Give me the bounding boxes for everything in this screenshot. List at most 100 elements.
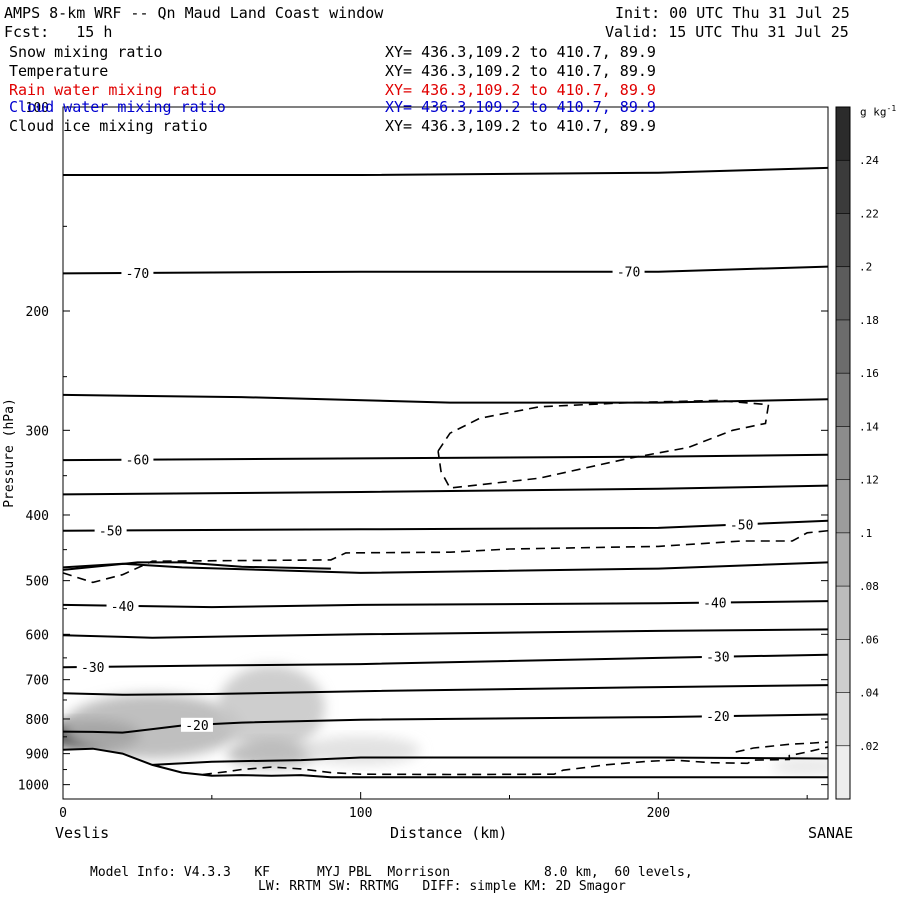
cloud-ice-contour-3 [735,741,828,753]
snow-blob-4 [301,735,421,765]
legend-name-snow: Snow mixing ratio [9,43,163,61]
y-tick-label-200: 200 [26,305,49,320]
isotherm-labels: -70 -70 -60 -50 -50 -40 -40 -30 -30 -20 -20 [76,264,758,734]
x-end-label-right: SANAE [808,824,854,842]
isotherm-label-3-0: -60 [126,454,149,469]
isotherm-label-1-0: -70 [126,267,149,282]
isotherm-label-bg-1-0 [121,265,154,280]
y-tick-label-300: 300 [26,424,49,439]
isotherm-label-bg-10-0 [76,659,109,674]
snow-mixing-ratio-shading [63,665,828,799]
colorbar-tick-label-5: .12 [859,474,879,487]
colorbar-segment-8 [836,319,850,374]
isotherm-label-bg-8-0 [106,598,139,613]
colorbar-segment-12 [836,107,850,161]
colorbar-segment-1 [836,692,850,747]
model-info-line2: LW: RRTM SW: RRTMG DIFF: simple KM: 2D S… [258,879,626,894]
isotherm-label-bg-3-0 [121,452,154,467]
isotherm-label-5-0: -50 [99,525,122,540]
legend-name-cloud-ice: Cloud ice mixing ratio [9,117,208,135]
snow-blob-1 [63,693,242,759]
isotherm-line-0 [63,166,828,176]
cloud-ice-contours [63,399,828,776]
isotherm-label-bg-1-1 [612,264,645,279]
isotherm-label-12-1: -20 [706,710,729,725]
colorbar-segment-0 [836,745,850,800]
colorbar-tick-label-11: .24 [859,154,879,167]
init-time: Init: 00 UTC Thu 31 Jul 25 [615,4,850,22]
legend-xy-cloud-ice: XY= 436.3,109.2 to 410.7, 89.9 [385,117,656,135]
y-tick-label-500: 500 [26,575,49,590]
colorbar-segment-6 [836,426,850,481]
y-tick-label-800: 800 [26,713,49,728]
isotherm-label-8-0: -40 [111,600,134,615]
colorbar-tick-label-7: .16 [859,367,879,380]
x-tick-label-200: 200 [647,806,670,821]
colorbar-tick-label-9: .2 [859,261,872,274]
x-axis-title: Distance (km) [390,824,508,842]
colorbar-segment-4 [836,532,850,587]
colorbar-tick-label-8: .18 [859,314,879,327]
chart-title: AMPS 8-km WRF -- Qn Maud Land Coast wind… [4,4,384,22]
isotherm-label-12-0: -20 [185,719,208,734]
isotherm-line-2 [63,393,828,404]
colorbar-segment-3 [836,586,850,640]
y-tick-label-100: 100 [26,101,49,116]
colorbar-frame [835,106,851,800]
isotherm-line-1 [63,265,828,275]
isotherm-label-bg-12-0 [180,717,213,732]
legend-name-temperature: Temperature [9,62,109,80]
cloud-ice-contour-0 [437,399,770,489]
isotherm-label-bg-8-1 [698,595,731,610]
x-end-label-left: Veslis [55,824,110,842]
isotherm-line-4 [63,484,828,496]
colorbar-tick-label-6: .14 [859,420,879,433]
y-tick-label-400: 400 [26,509,49,524]
colorbar-tick-label-10: .22 [859,207,879,220]
colorbar-tick-label-2: .06 [859,633,879,646]
colorbar-segment-2 [836,639,850,694]
isotherm-label-bg-10-1 [701,649,734,664]
temperature-isotherms [63,166,828,779]
isotherm-line-7 [63,561,331,571]
colorbar-segment-7 [836,373,850,427]
colorbar-segment-5 [836,479,850,534]
colorbar: .02 .04 .06 .08 .1 .12 .14 .16 .18 .2 .22 .24 [835,106,879,800]
isotherm-line-11 [63,684,828,696]
isotherm-label-1-1: -70 [617,266,640,281]
isotherm-line-13 [152,756,828,766]
isotherm-label-10-0: -30 [81,661,104,676]
y-tick-label-600: 600 [26,628,49,643]
y-tick-label-1000: 1000 [18,779,49,794]
colorbar-tick-label-3: .08 [859,580,879,593]
cloud-ice-contour-1 [63,529,828,584]
colorbar-tick-label-1: .04 [859,687,879,700]
legend-xy-rain: XY= 436.3,109.2 to 410.7, 89.9 [385,81,656,99]
isotherm-line-6 [63,561,828,574]
isotherm-line-9 [63,628,828,639]
isotherm-label-bg-12-1 [701,709,734,724]
valid-time: Valid: 15 UTC Thu 31 Jul 25 [605,23,849,41]
colorbar-segment-10 [836,213,850,268]
colorbar-segment-11 [836,160,850,214]
isotherm-line-5 [63,519,828,532]
legend-xy-temperature: XY= 436.3,109.2 to 410.7, 89.9 [385,62,656,80]
isotherm-label-10-1: -30 [706,651,729,666]
terrain-mask [63,748,828,799]
isotherm-label-bg-5-1 [725,517,758,532]
y-tick-label-900: 900 [26,748,49,763]
colorbar-unit: g kg-1 [860,104,897,119]
forecast-hour: Fcst: 15 h [4,23,113,41]
snow-blob-3 [226,739,317,768]
axes: 100 200 300 400 500 600 700 800 900 1000 0 100 200 [18,101,829,821]
x-tick-label-0: 0 [59,806,67,821]
colorbar-segment-9 [836,266,850,321]
isotherm-label-5-1: -50 [730,518,753,533]
legend-xy-cloud-water: XY= 436.3,109.2 to 410.7, 89.9 [385,98,656,116]
cloud-ice-contour-2 [202,746,828,776]
isotherm-label-8-1: -40 [703,597,726,612]
colorbar-tick-label-0: .02 [859,740,879,753]
snow-blob-5 [771,757,828,776]
legend-name-cloud-water: Cloud water mixing ratio [9,98,226,116]
